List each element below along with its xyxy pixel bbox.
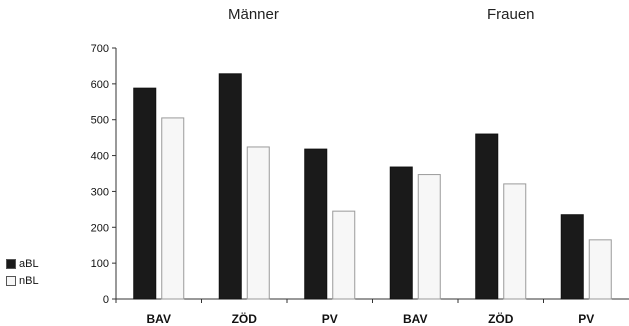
bar-nbl-5 [588,239,612,300]
y-tick-label: 300 [91,186,109,198]
bar-nbl-1 [246,146,270,300]
bar-nbl-3 [417,174,441,300]
legend-label-abl: aBL [19,257,39,270]
y-tick-label: 200 [91,222,109,234]
bar-abl-1 [218,73,242,300]
x-tick-label: PV [322,312,338,326]
y-tick-label: 400 [91,151,109,163]
legend-label-nbl: nBL [19,274,39,287]
bar-nbl-2 [332,210,356,300]
bar-nbl-4 [503,183,527,300]
group-title-men: Männer [228,6,279,23]
y-tick-label: 700 [91,43,109,55]
legend-item-nbl: nBL [6,272,39,289]
y-tick-label: 0 [103,294,109,306]
legend: aBL nBL [6,255,39,289]
bar-abl-0 [133,87,157,300]
x-tick-label: BAV [403,312,427,326]
bar-abl-2 [304,148,328,300]
x-tick-label: BAV [147,312,171,326]
legend-swatch-abl [6,258,16,269]
legend-swatch-nbl [6,275,16,286]
legend-item-abl: aBL [6,255,39,272]
y-tick-label: 500 [91,115,109,127]
y-tick-label: 100 [91,258,109,270]
y-tick-label: 600 [91,79,109,91]
bar-abl-5 [560,214,584,300]
x-tick-label: ZÖD [232,311,258,326]
bar-nbl-0 [161,117,185,300]
group-title-women: Frauen [487,6,535,23]
x-tick-label: PV [578,312,594,326]
x-tick-label: ZÖD [488,311,514,326]
bar-abl-3 [389,166,413,300]
bar-abl-4 [475,133,499,300]
